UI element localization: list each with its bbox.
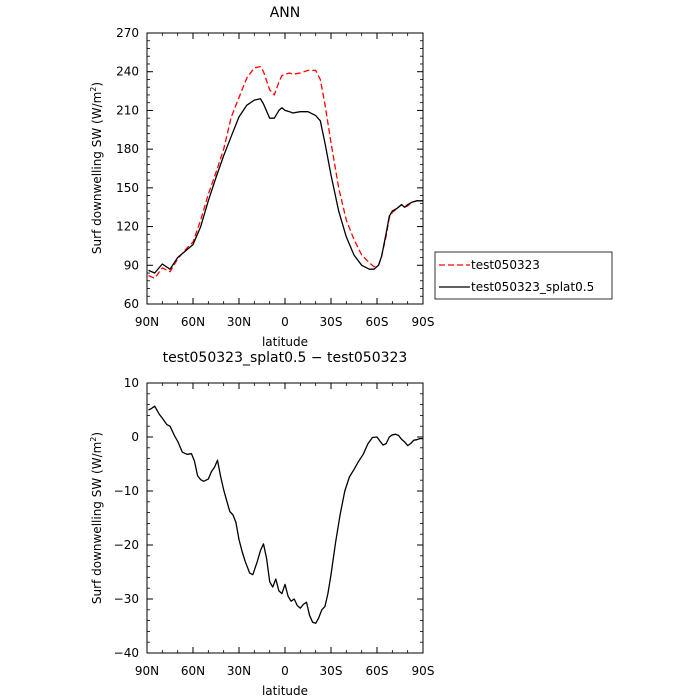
bottom-x-tick-label: 0 — [281, 664, 289, 678]
top-y-tick-label: 120 — [116, 220, 139, 234]
top-y-tick-label: 210 — [116, 103, 139, 117]
bottom-chart-panel: test050323_splat0.5 − test050323 −40−30−… — [89, 350, 434, 698]
top-x-tick-label: 0 — [281, 315, 289, 329]
top-chart-title: ANN — [270, 5, 301, 21]
top-y-tick-label: 240 — [116, 65, 139, 79]
bottom-x-tick-label: 90N — [135, 664, 159, 678]
bottom-y-axis-label: Surf downwelling SW (W/m2) — [89, 432, 104, 604]
top-x-tick-label: 60N — [181, 315, 205, 329]
bottom-x-tick-label: 90S — [412, 664, 435, 678]
bottom-x-tick-label: 30S — [320, 664, 343, 678]
bottom-x-tick-label: 60N — [181, 664, 205, 678]
bottom-x-axis-label: latitude — [262, 684, 308, 698]
top-x-tick-label: 90N — [135, 315, 159, 329]
bottom-x-tick-label: 30N — [227, 664, 251, 678]
top-y-axis-label: Surf downwelling SW (W/m2) — [89, 82, 104, 254]
bottom-y-tick-label: −40 — [114, 646, 139, 660]
top-plot-frame — [146, 32, 424, 305]
bottom-x-tick-label: 60S — [366, 664, 389, 678]
top-chart-panel: ANN 60 90 120 150 180 210 240 270 90N 60N 30N 0 30S… — [89, 5, 434, 349]
bottom-y-ticks: −40 −30 −20 −10 0 10 — [114, 376, 423, 660]
bottom-y-tick-label: −20 — [114, 538, 139, 552]
bottom-plot-frame — [146, 382, 424, 654]
top-x-axis-label: latitude — [262, 335, 308, 349]
top-y-tick-label: 150 — [116, 181, 139, 195]
bottom-x-ticks: 90N 60N 30N 0 30S 60S 90S — [135, 383, 435, 678]
top-x-tick-label: 30N — [227, 315, 251, 329]
bottom-y-tick-label: 10 — [124, 376, 139, 390]
bottom-y-tick-label: 0 — [131, 430, 139, 444]
top-y-ticks: 60 90 120 150 180 210 240 270 — [116, 26, 423, 311]
top-y-tick-label: 180 — [116, 142, 139, 156]
legend-label-test050323-splat: test050323_splat0.5 — [471, 280, 594, 294]
top-x-ticks: 90N 60N 30N 0 30S 60S 90S — [135, 33, 435, 329]
top-series-lines — [148, 65, 423, 279]
top-y-tick-label: 60 — [124, 297, 139, 311]
top-x-tick-label: 30S — [320, 315, 343, 329]
bottom-y-tick-label: −30 — [114, 592, 139, 606]
bottom-y-tick-label: −10 — [114, 484, 139, 498]
top-series-line-1 — [148, 98, 423, 274]
bottom-chart-title: test050323_splat0.5 − test050323 — [163, 350, 408, 366]
legend-box — [434, 251, 613, 300]
legend: test050323 test050323_splat0.5 — [434, 251, 613, 300]
legend-label-test050323: test050323 — [471, 258, 540, 272]
bottom-series-lines — [148, 405, 423, 624]
top-y-tick-label: 270 — [116, 26, 139, 40]
top-y-tick-label: 90 — [124, 258, 139, 272]
top-x-tick-label: 90S — [412, 315, 435, 329]
top-series-line-0 — [148, 65, 423, 279]
bottom-series-line-0 — [148, 405, 423, 624]
top-x-tick-label: 60S — [366, 315, 389, 329]
